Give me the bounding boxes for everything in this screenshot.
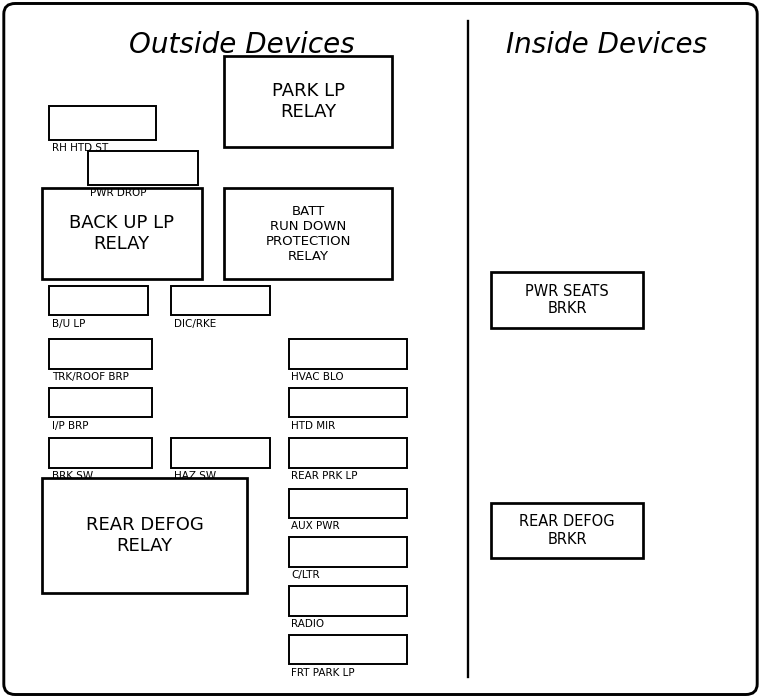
Text: RADIO: RADIO: [291, 619, 325, 629]
Text: DIC/RKE: DIC/RKE: [174, 319, 216, 329]
Text: BRK SW: BRK SW: [52, 471, 93, 481]
Text: HTD MIR: HTD MIR: [291, 421, 336, 431]
Text: PWR SEATS
BRKR: PWR SEATS BRKR: [525, 284, 609, 316]
Bar: [49, 438, 152, 468]
Text: REAR DEFOG
BRKR: REAR DEFOG BRKR: [519, 514, 615, 547]
Bar: [42, 478, 247, 593]
Text: PWR DROP: PWR DROP: [90, 188, 146, 198]
Text: HVAC BLO: HVAC BLO: [291, 372, 344, 382]
Text: C/LTR: C/LTR: [291, 570, 320, 580]
Text: REAR PRK LP: REAR PRK LP: [291, 471, 358, 481]
FancyBboxPatch shape: [4, 3, 757, 695]
Text: TRK/ROOF BRP: TRK/ROOF BRP: [52, 372, 129, 382]
Text: Inside Devices: Inside Devices: [506, 31, 708, 59]
Bar: [224, 56, 392, 147]
Text: BACK UP LP
RELAY: BACK UP LP RELAY: [69, 214, 174, 253]
Bar: [289, 438, 407, 468]
Text: PARK LP
RELAY: PARK LP RELAY: [272, 82, 345, 121]
Bar: [289, 537, 407, 567]
Bar: [49, 106, 156, 140]
Bar: [49, 286, 148, 315]
Bar: [289, 339, 407, 369]
Bar: [289, 635, 407, 664]
Text: HAZ SW: HAZ SW: [174, 471, 215, 481]
Text: I/P BRP: I/P BRP: [52, 421, 88, 431]
Text: RH HTD ST: RH HTD ST: [52, 143, 108, 153]
Text: FRT PARK LP: FRT PARK LP: [291, 668, 355, 678]
Text: AUX PWR: AUX PWR: [291, 521, 340, 531]
Bar: [289, 388, 407, 417]
Bar: [224, 188, 392, 279]
Text: Outside Devices: Outside Devices: [129, 31, 355, 59]
Bar: [49, 388, 152, 417]
Bar: [171, 438, 270, 468]
Bar: [42, 188, 202, 279]
Bar: [289, 489, 407, 518]
Bar: [491, 503, 643, 558]
Bar: [171, 286, 270, 315]
Text: BATT
RUN DOWN
PROTECTION
RELAY: BATT RUN DOWN PROTECTION RELAY: [266, 205, 351, 263]
Bar: [88, 151, 198, 185]
Text: B/U LP: B/U LP: [52, 319, 85, 329]
Bar: [49, 339, 152, 369]
Bar: [491, 272, 643, 328]
Text: REAR DEFOG
RELAY: REAR DEFOG RELAY: [86, 517, 203, 555]
Bar: [289, 586, 407, 616]
